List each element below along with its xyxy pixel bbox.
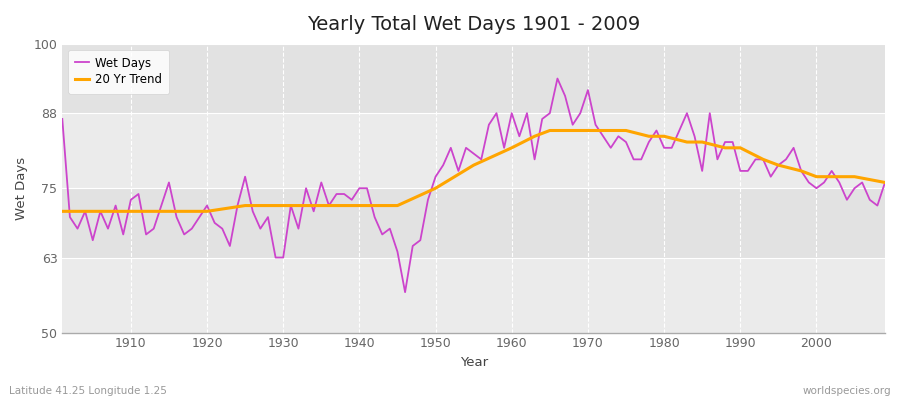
20 Yr Trend — [392, 203, 403, 208]
20 Yr Trend — [849, 174, 859, 179]
20 Yr Trend — [834, 174, 845, 179]
20 Yr Trend — [468, 163, 479, 168]
Wet Days — [514, 134, 525, 139]
Wet Days — [331, 192, 342, 196]
Line: 20 Yr Trend: 20 Yr Trend — [62, 130, 885, 211]
20 Yr Trend — [507, 146, 517, 150]
Line: Wet Days: Wet Days — [62, 78, 885, 292]
20 Yr Trend — [202, 209, 212, 214]
20 Yr Trend — [544, 128, 555, 133]
Wet Days — [613, 134, 624, 139]
Text: worldspecies.org: worldspecies.org — [803, 386, 891, 396]
Text: Latitude 41.25 Longitude 1.25: Latitude 41.25 Longitude 1.25 — [9, 386, 166, 396]
Wet Days — [552, 76, 562, 81]
Wet Days — [57, 116, 68, 121]
20 Yr Trend — [621, 128, 632, 133]
20 Yr Trend — [164, 209, 175, 214]
20 Yr Trend — [316, 203, 327, 208]
X-axis label: Year: Year — [460, 356, 488, 369]
20 Yr Trend — [735, 146, 746, 150]
20 Yr Trend — [758, 157, 769, 162]
20 Yr Trend — [796, 168, 806, 173]
Wet Days — [400, 290, 410, 294]
20 Yr Trend — [529, 134, 540, 139]
20 Yr Trend — [430, 186, 441, 191]
20 Yr Trend — [606, 128, 616, 133]
Wet Days — [507, 111, 517, 116]
Wet Days — [118, 232, 129, 237]
Bar — [62, 113, 885, 188]
20 Yr Trend — [239, 203, 250, 208]
20 Yr Trend — [57, 209, 68, 214]
20 Yr Trend — [644, 134, 654, 139]
Legend: Wet Days, 20 Yr Trend: Wet Days, 20 Yr Trend — [68, 50, 169, 94]
20 Yr Trend — [567, 128, 578, 133]
20 Yr Trend — [697, 140, 707, 144]
20 Yr Trend — [659, 134, 670, 139]
Wet Days — [285, 203, 296, 208]
Bar — [62, 44, 885, 113]
20 Yr Trend — [720, 146, 731, 150]
Bar — [62, 188, 885, 258]
20 Yr Trend — [773, 163, 784, 168]
20 Yr Trend — [681, 140, 692, 144]
20 Yr Trend — [87, 209, 98, 214]
20 Yr Trend — [278, 203, 289, 208]
Bar — [62, 258, 885, 332]
20 Yr Trend — [811, 174, 822, 179]
20 Yr Trend — [125, 209, 136, 214]
Y-axis label: Wet Days: Wet Days — [15, 157, 28, 220]
20 Yr Trend — [582, 128, 593, 133]
20 Yr Trend — [354, 203, 364, 208]
Wet Days — [879, 180, 890, 185]
20 Yr Trend — [879, 180, 890, 185]
Title: Yearly Total Wet Days 1901 - 2009: Yearly Total Wet Days 1901 - 2009 — [307, 15, 640, 34]
